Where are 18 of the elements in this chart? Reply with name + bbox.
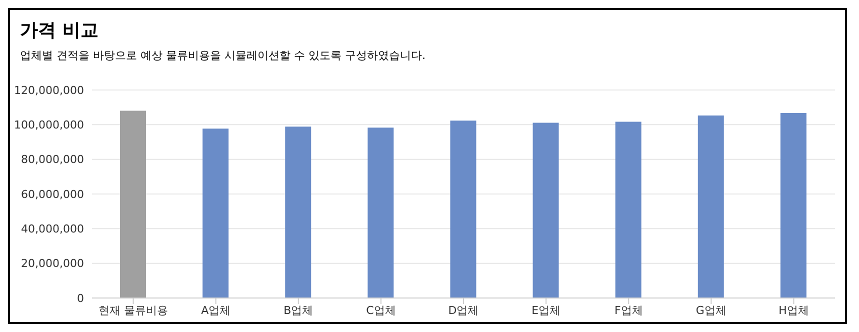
chart-subtitle: 업체별 견적을 바탕으로 예상 물류비용을 시뮬레이션할 수 있도록 구성하였습니다. — [20, 48, 426, 63]
y-tick-label: 0 — [77, 292, 84, 305]
x-tick-label: D업체 — [448, 304, 479, 317]
x-tick-label: A업체 — [201, 304, 231, 317]
x-tick-label: B업체 — [284, 304, 314, 317]
y-tick-label: 120,000,000 — [14, 84, 84, 97]
x-tick-label: F업체 — [614, 304, 643, 317]
x-tick-label: 현재 물류비용 — [98, 304, 168, 317]
x-tick-label: H업체 — [778, 304, 809, 317]
x-tick-label: G업체 — [696, 304, 726, 317]
x-tick-label: E업체 — [532, 304, 561, 317]
y-tick-label: 20,000,000 — [21, 257, 84, 270]
y-tick-label: 80,000,000 — [21, 153, 84, 166]
x-tick-label: C업체 — [366, 304, 396, 317]
y-tick-label: 60,000,000 — [21, 188, 84, 201]
y-tick-label: 40,000,000 — [21, 222, 84, 236]
y-tick-label: 100,000,000 — [14, 118, 84, 132]
chart-title: 가격 비교 — [20, 19, 98, 42]
